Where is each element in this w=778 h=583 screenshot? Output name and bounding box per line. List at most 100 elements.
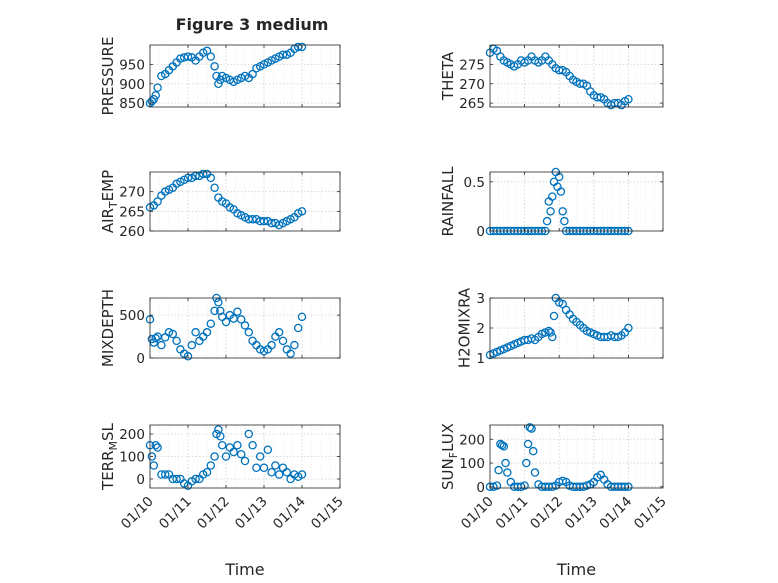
axes-box <box>489 44 664 108</box>
data-point <box>278 336 288 346</box>
y-tick-label: 260 <box>119 224 145 240</box>
data-point <box>221 452 231 461</box>
data-point <box>206 461 216 470</box>
y-tick-label: 850 <box>119 96 145 112</box>
x-axis-label: Time <box>556 560 596 579</box>
data-point <box>546 207 555 216</box>
data-point <box>267 340 276 350</box>
y-tick-label: 200 <box>459 432 485 448</box>
data-point <box>494 465 503 475</box>
data-point <box>240 321 250 330</box>
y-axis-label: SUNFLUX <box>439 423 460 490</box>
y-tick-label: 100 <box>459 456 485 472</box>
y-tick-label: 1 <box>476 351 485 367</box>
data-point <box>172 474 181 484</box>
data-point <box>274 328 284 337</box>
data-point <box>267 467 276 477</box>
y-tick-label: 0 <box>136 351 145 367</box>
data-point <box>282 467 292 477</box>
data-point <box>499 442 509 451</box>
data-point <box>525 423 535 432</box>
x-tick-label: 01/13 <box>562 494 601 533</box>
data-point <box>191 328 200 337</box>
data-point <box>248 69 257 79</box>
data-point <box>274 470 284 479</box>
data-point <box>217 440 227 450</box>
x-tick-label: 01/11 <box>156 494 195 533</box>
data-point <box>560 216 569 226</box>
data-point <box>206 173 216 183</box>
data-point <box>214 298 223 307</box>
series-h2omixra <box>485 293 633 360</box>
y-tick-label: 2 <box>476 321 485 337</box>
data-point <box>202 328 212 337</box>
y-tick-label: 270 <box>459 77 485 93</box>
data-point <box>624 323 633 333</box>
data-point <box>278 50 288 59</box>
y-tick-label: 0.5 <box>464 175 485 191</box>
axes-box <box>149 44 341 108</box>
data-point <box>297 470 307 479</box>
data-point <box>151 334 160 343</box>
data-point <box>153 83 162 92</box>
data-point <box>497 440 507 450</box>
x-tick-label: 01/10 <box>118 494 157 533</box>
y-tick-label: 900 <box>119 77 145 93</box>
data-point <box>259 463 269 472</box>
y-axis-label: AIRTEMP <box>99 170 120 233</box>
data-point <box>160 470 170 479</box>
data-point <box>176 54 185 63</box>
x-tick-label: 01/12 <box>527 494 566 533</box>
data-point <box>286 349 295 358</box>
data-point <box>236 449 246 459</box>
data-point <box>147 452 157 461</box>
y-axis-label: PRESSURE <box>99 37 117 116</box>
x-axis-label: Time <box>224 560 264 579</box>
data-point <box>503 468 512 477</box>
data-point <box>548 332 557 342</box>
data-point <box>546 328 555 337</box>
x-tick-label: 01/15 <box>308 494 347 533</box>
data-point <box>229 447 238 457</box>
data-point <box>206 319 216 328</box>
data-point <box>244 429 254 439</box>
data-point <box>240 456 250 466</box>
y-tick-label: 0 <box>476 480 485 496</box>
data-point <box>259 216 269 226</box>
plot-area <box>490 172 663 231</box>
x-tick-label: 01/10 <box>458 494 497 533</box>
y-tick-label: 0 <box>476 224 485 240</box>
data-point <box>530 468 540 477</box>
data-point <box>492 481 502 490</box>
data-point <box>271 461 280 470</box>
data-point <box>556 187 566 196</box>
data-point <box>187 340 197 350</box>
data-point <box>529 446 538 456</box>
data-point <box>157 340 166 350</box>
y-tick-label: 265 <box>119 204 145 220</box>
data-point <box>216 431 225 441</box>
data-point <box>153 197 162 206</box>
x-tick-label: 01/14 <box>596 494 635 533</box>
data-point <box>548 192 557 201</box>
data-point <box>233 307 242 316</box>
data-point <box>290 340 299 350</box>
data-point <box>183 52 193 61</box>
data-point <box>210 62 219 71</box>
subplot-rainfall: 0 0.5 RAINFALL <box>439 166 664 240</box>
data-point <box>151 440 160 450</box>
data-point <box>297 42 307 52</box>
x-tick-label: 01/15 <box>631 494 670 533</box>
axes-box <box>489 171 664 232</box>
x-tick-label: 01/13 <box>232 494 271 533</box>
data-point <box>549 311 559 321</box>
data-point <box>297 207 307 216</box>
y-axis-label: THETA <box>439 51 457 101</box>
series-terr_msl <box>145 425 307 490</box>
series-pressure <box>145 42 307 108</box>
